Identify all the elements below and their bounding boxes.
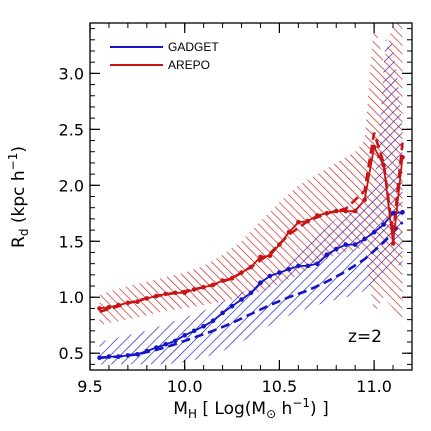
y-tick-label: 2.5 [59,120,84,139]
arepo-median-point [163,291,169,297]
arepo-median-point [324,211,330,216]
gadget-median-point [381,222,386,227]
arepo-median-point [106,305,112,310]
y-tick-label: 0.5 [59,344,84,363]
arepo-median-point [371,144,377,150]
arepo-median-point [97,306,102,311]
gadget-median-point [191,328,197,334]
x-tick-label: 11.0 [356,377,392,396]
axis-ticks: 9.5 10.0 10.5 11.0 0.5 1.0 1.5 2.0 2.5 3.0 [59,23,413,396]
gadget-median-point [324,252,330,257]
gadget-median-point [182,333,187,338]
x-tick-label: 10.0 [167,377,203,396]
arepo-median-point [144,296,150,301]
arepo-median-point [277,242,282,247]
arepo-median-point [220,278,225,283]
arepo-median-point [172,290,178,296]
x-axis-title: MH [ Log(M⊙ h−1) ] [173,396,328,421]
gadget-median-point [267,273,273,279]
arepo-median-point [229,275,235,281]
y-tick-label: 1.5 [59,232,84,251]
arepo-median-point [116,302,121,308]
arepo-median-point [400,155,405,160]
legend-label-arepo: AREPO [168,58,210,72]
arepo-median-point [154,293,159,299]
gadget-median-point [144,348,150,354]
gadget-median-point [296,263,301,269]
gadget-median-point [258,280,263,286]
gadget-median-point [286,267,292,272]
arepo-median-point [362,197,367,203]
gadget-median-point [125,353,131,358]
gadget-scatter-band [99,39,403,365]
gadget-median-point [135,352,140,357]
gadget-median-point [362,236,367,242]
gadget-median-point [343,242,349,247]
gadget-median-point [220,310,225,316]
arepo-median-point [333,208,339,214]
gadget-median-point [239,297,244,302]
arepo-median-point [191,287,197,292]
y-tick-label: 2.0 [59,176,84,195]
gadget-median-point [163,342,169,347]
gadget-median-point [154,345,159,350]
gadget-median-point [172,338,178,344]
arepo-median-point [286,230,292,235]
arepo-median-point [305,218,311,224]
arepo-median-point [248,264,254,270]
gadget-median-point [333,246,339,252]
arepo-median-point [381,162,386,168]
arepo-median-point [258,254,263,260]
arepo-median-point [182,290,187,296]
y-tick-label: 3.0 [59,64,84,83]
arepo-median-point [267,253,273,259]
arepo-median-point [210,282,216,288]
gadget-median-point [248,290,254,296]
scatter-bands [99,23,403,365]
gadget-median-point [97,355,102,361]
arepo-median-point [135,299,140,305]
gadget-median-point [106,354,112,359]
arepo-median-point [352,208,358,214]
series-points [97,144,405,361]
arepo-median-point [125,300,131,306]
gadget-median-point [229,303,235,309]
gadget-median-point [210,318,216,324]
gadget-median-point [201,324,206,329]
gadget-median-point [277,270,282,275]
arepo-median-point [201,284,206,290]
arepo-median-point [315,213,320,218]
arepo-median-point [296,219,301,225]
arepo-median-point [390,241,396,246]
y-tick-label: 1.0 [59,288,84,307]
redshift-annotation: z=2 [348,327,382,347]
gadget-median-point [371,230,377,235]
gadget-mean-line [99,221,404,359]
x-tick-label: 10.5 [262,377,298,396]
gadget-median-point [352,242,358,247]
arepo-median-point [343,208,349,214]
x-tick-label: 9.5 [77,377,102,396]
gadget-median-point [315,261,320,267]
gadget-median-point [390,211,396,216]
legend: GADGET AREPO [110,40,219,72]
gadget-median-point [305,263,311,269]
arepo-median-point [239,270,244,275]
gadget-median-point [116,354,121,359]
legend-label-gadget: GADGET [168,40,219,54]
gadget-median-point [400,209,405,215]
arepo-scatter-band [99,23,403,326]
y-axis-title: Rd (kpc h−1) [6,146,31,248]
